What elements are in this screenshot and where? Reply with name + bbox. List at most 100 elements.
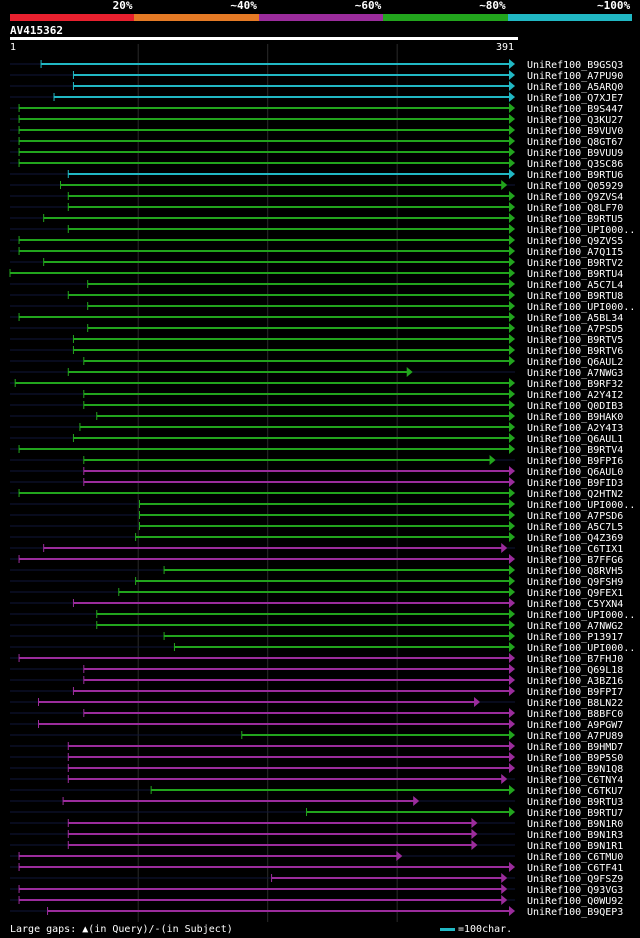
- hit-label[interactable]: UniRef100_Q4Z369: [527, 533, 623, 544]
- hit-label[interactable]: UniRef100_B7FFG6: [527, 555, 623, 566]
- hit-label[interactable]: UniRef100_B9HMD7: [527, 742, 623, 753]
- hit-label[interactable]: UniRef100_C6TMU0: [527, 852, 623, 863]
- identity-legend-bar: [10, 14, 632, 21]
- hit-label[interactable]: UniRef100_Q05929: [527, 181, 623, 192]
- hit-label[interactable]: UniRef100_Q8LF70: [527, 203, 623, 214]
- hit-label[interactable]: UniRef100_B9FPI6: [527, 456, 623, 467]
- hit-label[interactable]: UniRef100_Q8RVH5: [527, 566, 623, 577]
- hit-label[interactable]: UniRef100_B9GSQ3: [527, 60, 623, 71]
- hit-label[interactable]: UniRef100_A7PSD6: [527, 511, 623, 522]
- hit-label[interactable]: UniRef100_B9VUU9: [527, 148, 623, 159]
- legend-label: 20%: [112, 0, 133, 12]
- hit-label[interactable]: UniRef100_A5ARQ0: [527, 82, 623, 93]
- hit-arrow: [501, 884, 508, 894]
- hit-label[interactable]: UniRef100_B9FID3: [527, 478, 623, 489]
- hit-label[interactable]: UniRef100_B9QEP3: [527, 907, 623, 918]
- hit-arrow: [509, 510, 515, 520]
- hit-label[interactable]: UniRef100_A5C7L5: [527, 522, 623, 533]
- hit-label[interactable]: UniRef100_B9HAK0: [527, 412, 623, 423]
- legend-segment: [10, 14, 135, 21]
- hit-label[interactable]: UniRef100_B9P5S0: [527, 753, 623, 764]
- hit-label[interactable]: UniRef100_A5C7L4: [527, 280, 623, 291]
- hit-label[interactable]: UniRef100_B8BFC0: [527, 709, 623, 720]
- hit-label[interactable]: UniRef100_B9VUV0: [527, 126, 623, 137]
- hit-label[interactable]: UniRef100_A7Q1I5: [527, 247, 623, 258]
- in-subject-label: (in Subject): [160, 924, 233, 935]
- hit-label[interactable]: UniRef100_B9RTU4: [527, 269, 623, 280]
- hit-label[interactable]: UniRef100_A3BZ16: [527, 676, 623, 687]
- hit-label[interactable]: UniRef100_UPI000..: [527, 302, 635, 313]
- hit-label[interactable]: UniRef100_B9N1R1: [527, 841, 623, 852]
- hit-label[interactable]: UniRef100_B9RTU6: [527, 170, 623, 181]
- hit-label[interactable]: UniRef100_Q9FSZ9: [527, 874, 623, 885]
- hit-label[interactable]: UniRef100_Q3SC86: [527, 159, 623, 170]
- hit-arrow: [509, 708, 515, 718]
- query-ruler: [10, 37, 518, 40]
- hit-label[interactable]: UniRef100_A2Y4I3: [527, 423, 623, 434]
- hit-label[interactable]: UniRef100_B9RTV2: [527, 258, 623, 269]
- hit-arrow: [509, 147, 515, 157]
- hit-label[interactable]: UniRef100_A7NWG3: [527, 368, 623, 379]
- hit-label[interactable]: UniRef100_B9RTU8: [527, 291, 623, 302]
- hit-label[interactable]: UniRef100_Q0DIB3: [527, 401, 623, 412]
- hit-label[interactable]: UniRef100_UPI000..: [527, 643, 635, 654]
- hit-arrow: [509, 235, 515, 245]
- hit-label[interactable]: UniRef100_B9N1Q8: [527, 764, 623, 775]
- hit-label[interactable]: UniRef100_B7FHJ0: [527, 654, 623, 665]
- hit-label[interactable]: UniRef100_Q9FSH9: [527, 577, 623, 588]
- legend-label: ~80%: [479, 0, 506, 12]
- hit-label[interactable]: UniRef100_C6TF41: [527, 863, 623, 874]
- hit-label[interactable]: UniRef100_UPI000..: [527, 610, 635, 621]
- hit-arrow: [509, 642, 515, 652]
- subject-gap-icon: -: [154, 924, 161, 935]
- hit-label[interactable]: UniRef100_A5BL34: [527, 313, 623, 324]
- hit-arrow: [509, 730, 515, 740]
- hit-arrow: [509, 587, 515, 597]
- hit-label[interactable]: UniRef100_B9RTU3: [527, 797, 623, 808]
- hit-label[interactable]: UniRef100_A7PSD5: [527, 324, 623, 335]
- hit-label[interactable]: UniRef100_B8LN22: [527, 698, 623, 709]
- legend-label: ~100%: [597, 0, 631, 12]
- hit-label[interactable]: UniRef100_Q7XJE7: [527, 93, 623, 104]
- hit-label[interactable]: UniRef100_A7NWG2: [527, 621, 623, 632]
- query-accession: AV415362: [10, 24, 63, 37]
- hit-label[interactable]: UniRef100_A2Y4I2: [527, 390, 623, 401]
- hit-label[interactable]: UniRef100_B9RTU7: [527, 808, 623, 819]
- hit-label[interactable]: UniRef100_Q0WU92: [527, 896, 623, 907]
- hit-arrow: [509, 620, 515, 630]
- hit-label[interactable]: UniRef100_C5YXN4: [527, 599, 623, 610]
- scale-legend: =100char.: [440, 924, 512, 935]
- hit-label[interactable]: UniRef100_UPI000..: [527, 500, 635, 511]
- hit-label[interactable]: UniRef100_Q93VG3: [527, 885, 623, 896]
- hit-label[interactable]: UniRef100_P13917: [527, 632, 623, 643]
- hit-label[interactable]: UniRef100_B9RTV6: [527, 346, 623, 357]
- hit-label[interactable]: UniRef100_B9RF32: [527, 379, 623, 390]
- hit-label[interactable]: UniRef100_Q2HTN2: [527, 489, 623, 500]
- hit-label[interactable]: UniRef100_A7PU90: [527, 71, 623, 82]
- hit-label[interactable]: UniRef100_A7PU89: [527, 731, 623, 742]
- hit-label[interactable]: UniRef100_Q6AUL1: [527, 434, 623, 445]
- hit-label[interactable]: UniRef100_Q9ZVS5: [527, 236, 623, 247]
- hit-label[interactable]: UniRef100_B9N1R0: [527, 819, 623, 830]
- hit-label[interactable]: UniRef100_Q6AUL2: [527, 357, 623, 368]
- hit-label[interactable]: UniRef100_C6TNY4: [527, 775, 623, 786]
- hit-label[interactable]: UniRef100_B9RTU5: [527, 214, 623, 225]
- hit-label[interactable]: UniRef100_Q6AUL0: [527, 467, 623, 478]
- hit-label[interactable]: UniRef100_B9N1R3: [527, 830, 623, 841]
- hit-arrow: [501, 774, 508, 784]
- hit-label[interactable]: UniRef100_B9RTV5: [527, 335, 623, 346]
- hit-label[interactable]: UniRef100_Q9FEX1: [527, 588, 623, 599]
- hit-label[interactable]: UniRef100_C6TIX1: [527, 544, 623, 555]
- hit-label[interactable]: UniRef100_B9FPI7: [527, 687, 623, 698]
- hit-arrow: [509, 246, 515, 256]
- hit-arrow: [509, 609, 515, 619]
- hit-label[interactable]: UniRef100_Q8GT67: [527, 137, 623, 148]
- hit-label[interactable]: UniRef100_C6TKU7: [527, 786, 623, 797]
- hit-label[interactable]: UniRef100_Q69L18: [527, 665, 623, 676]
- hit-label[interactable]: UniRef100_Q3KU27: [527, 115, 623, 126]
- hit-label[interactable]: UniRef100_B9RTV4: [527, 445, 623, 456]
- hit-label[interactable]: UniRef100_UPI000..: [527, 225, 635, 236]
- hit-label[interactable]: UniRef100_Q9ZVS4: [527, 192, 623, 203]
- hit-label[interactable]: UniRef100_B9S447: [527, 104, 623, 115]
- hit-label[interactable]: UniRef100_A9PGW7: [527, 720, 623, 731]
